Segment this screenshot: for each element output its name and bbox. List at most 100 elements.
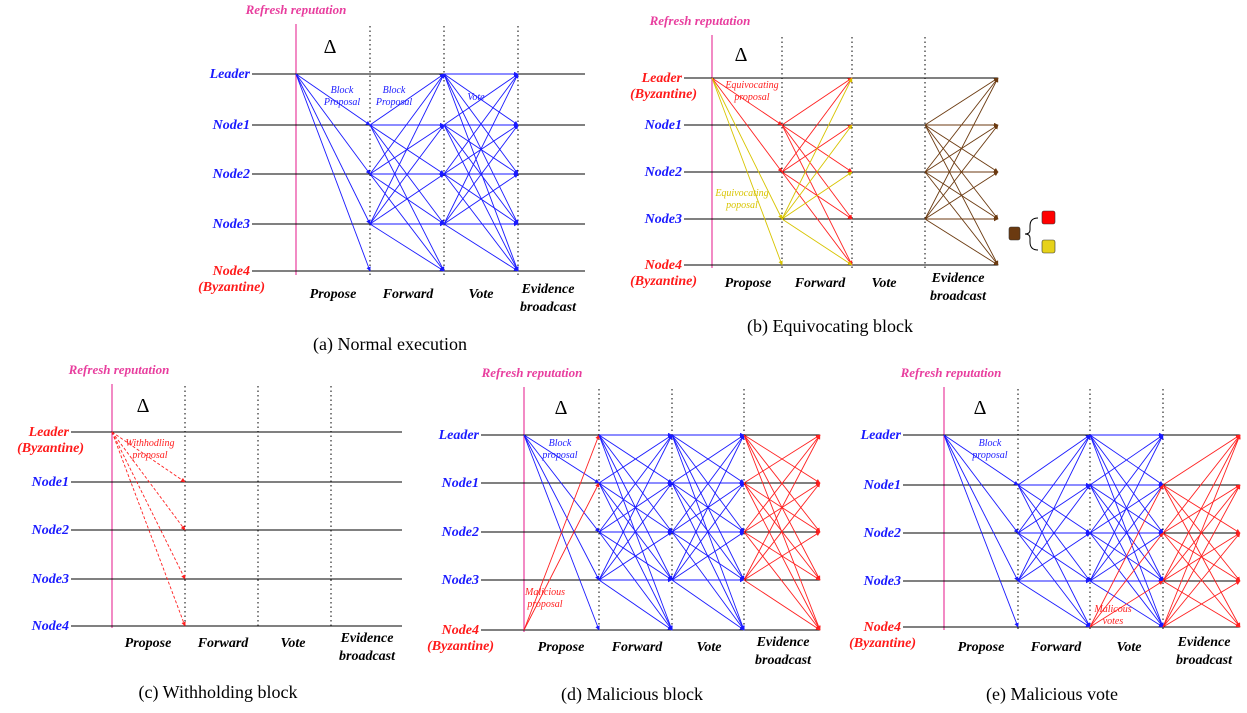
node-label-node4: Node4 (212, 264, 250, 279)
node-label-node3: Node3 (441, 573, 479, 588)
message-arrow-blue (671, 434, 745, 533)
node-label-node1: Node1 (31, 475, 69, 490)
block-proposal-1: Proposal (323, 97, 361, 108)
node-label-node4: Node4 (31, 619, 69, 634)
phase-label-vote: Vote (1117, 640, 1142, 655)
message-arrow-red (711, 77, 783, 126)
phase-label-broadcast: broadcast (1176, 653, 1233, 668)
refresh-reputation-label: Refresh reputation (245, 2, 347, 17)
message-arrow-red (523, 434, 600, 631)
delta-symbol: Δ (735, 44, 748, 66)
phase-label-vote: Vote (697, 640, 722, 655)
message-arrow-blue (598, 434, 673, 631)
node-label-node3: Node3 (31, 572, 69, 587)
malicious-proposal: proposal (526, 599, 562, 610)
panel-caption: (c) Withholding block (139, 682, 298, 703)
arrows-layer (111, 71, 1241, 631)
node-label-node1: Node1 (441, 476, 479, 491)
message-arrow-blue (295, 73, 371, 225)
phase-label-broadcast: broadcast (520, 300, 577, 315)
node-label-node4: Node4 (441, 623, 479, 638)
message-arrow-red (743, 482, 821, 581)
node-label-leader: Leader (860, 428, 902, 443)
phase-label-propose: Propose (125, 636, 172, 651)
phase-label-forward: Forward (1030, 640, 1083, 655)
block-proposal: proposal (541, 450, 577, 461)
message-arrow-red (1162, 484, 1241, 582)
byzantine-sublabel: (Byzantine) (849, 636, 916, 651)
message-arrow-yellow (781, 171, 853, 220)
message-arrow-red (743, 434, 821, 533)
phase-label-evidence: Evidence (756, 635, 810, 650)
message-arrow-blue (1089, 484, 1164, 582)
phase-label-broadcast: broadcast (339, 649, 396, 664)
message-arrow-red (1162, 434, 1241, 628)
legend-brown-box (1008, 226, 1021, 241)
message-arrow-brown (924, 77, 999, 220)
panel-caption: (b) Equivocating block (747, 316, 913, 337)
phase-label-propose: Propose (958, 640, 1005, 655)
message-arrow-blue (671, 482, 745, 581)
byzantine-sublabel: (Byzantine) (198, 280, 265, 295)
malicious-proposal: Malicious (524, 587, 565, 598)
message-arrow-blue (1017, 434, 1091, 534)
withholding-proposal: proposal (131, 450, 167, 461)
phase-label-broadcast: broadcast (755, 653, 812, 668)
block-proposal-2: Proposal (375, 97, 413, 108)
phase-label-forward: Forward (611, 640, 664, 655)
message-arrow-red (781, 77, 853, 126)
message-arrow-red (711, 77, 783, 173)
byzantine-sublabel: (Byzantine) (630, 274, 697, 289)
message-arrow-blue (443, 124, 519, 225)
message-arrow-blue (943, 434, 1019, 534)
message-arrow-blue (1089, 434, 1164, 534)
message-arrow-red (1162, 434, 1241, 534)
node-label-node2: Node2 (212, 167, 250, 182)
node-label-leader: Leader (438, 428, 480, 443)
message-arrow-blue (443, 173, 519, 272)
node-label-node3: Node3 (212, 217, 250, 232)
legend-yellow-box (1041, 239, 1056, 254)
message-arrow-red (111, 431, 186, 580)
node-label-node1: Node1 (644, 118, 682, 133)
phase-label-forward: Forward (197, 636, 250, 651)
phase-label-broadcast: broadcast (930, 289, 987, 304)
message-arrow-blue (523, 434, 600, 533)
equivocating-proposal-yellow: poposal (725, 200, 758, 211)
message-arrow-red (743, 579, 821, 631)
message-arrow-red (743, 434, 821, 631)
message-arrow-red (1162, 532, 1241, 628)
message-arrow-yellow (711, 77, 783, 220)
message-arrow-brown (924, 124, 999, 220)
message-arrow-blue (1017, 484, 1091, 628)
message-arrow-blue (671, 434, 745, 484)
delta-symbol: Δ (137, 395, 150, 417)
byzantine-sublabel: (Byzantine) (427, 639, 494, 654)
message-arrow-brown (924, 77, 999, 173)
refresh-reputation-label: Refresh reputation (649, 13, 751, 28)
message-arrow-blue (1017, 532, 1091, 582)
message-arrow-blue (1089, 434, 1164, 582)
message-arrow-red (743, 434, 821, 484)
message-arrow-blue (369, 124, 445, 272)
message-arrow-blue (671, 531, 745, 631)
node-label-leader: Leader (641, 71, 683, 86)
message-arrow-blue (369, 73, 445, 175)
equivocating-proposal-red: Equivocating (724, 80, 778, 91)
message-arrow-brown (924, 77, 999, 126)
node-label-node3: Node3 (644, 212, 682, 227)
message-arrow-blue (369, 173, 445, 225)
message-arrow-blue (671, 579, 745, 631)
block-proposal: Block (549, 438, 572, 449)
message-arrow-red (1089, 532, 1164, 628)
message-arrow-blue (295, 73, 371, 175)
phase-label-evidence: Evidence (931, 271, 985, 286)
phase-label-vote: Vote (469, 287, 494, 302)
phase-label-forward: Forward (794, 276, 847, 291)
message-arrow-blue (1017, 532, 1091, 628)
equivocating-proposal-yellow: Equivocating (714, 188, 768, 199)
message-arrow-blue (443, 73, 519, 175)
message-arrow-red (1162, 434, 1241, 582)
phase-label-evidence: Evidence (340, 631, 394, 646)
